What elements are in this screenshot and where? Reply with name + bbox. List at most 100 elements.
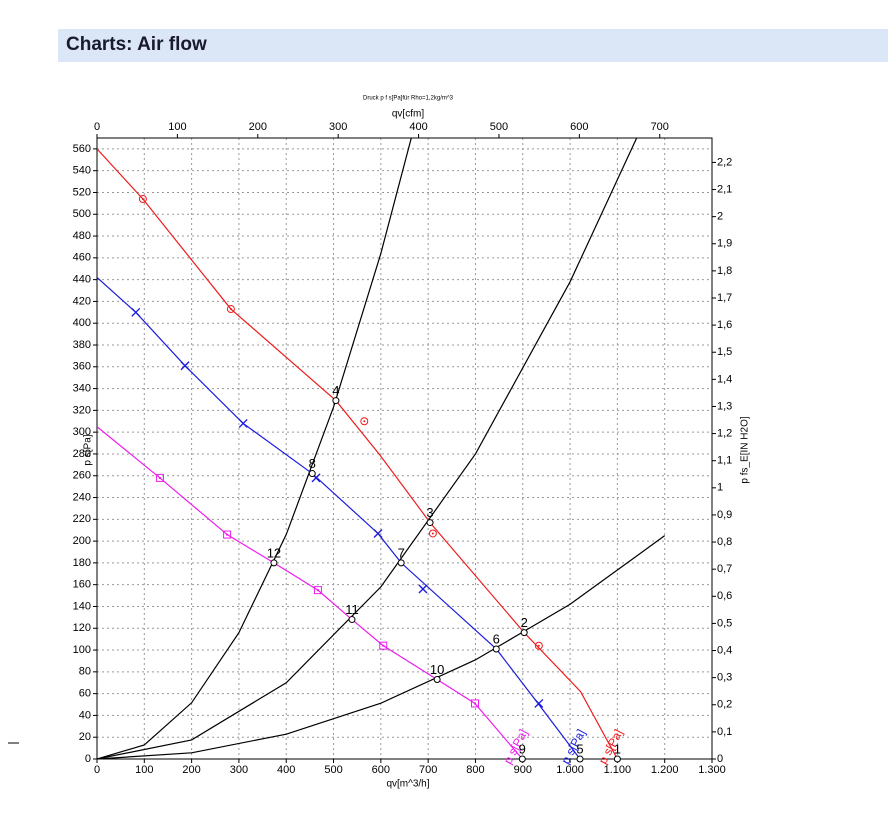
y-tick-label: 140 (73, 600, 91, 612)
x-tick-label: 200 (182, 764, 200, 776)
x-tick-label: 300 (230, 764, 248, 776)
operating-point (348, 616, 356, 624)
x-tick-label: 1.100 (604, 764, 632, 776)
plot-area (97, 138, 666, 759)
point-label: 8 (309, 456, 316, 471)
x-tick-label: 900 (514, 764, 532, 776)
y2-tick-label: 1,7 (717, 292, 732, 304)
x-tick-label: 400 (277, 764, 295, 776)
y2-tick-label: 0,3 (717, 672, 732, 684)
x-tick-label: 1.300 (698, 764, 726, 776)
x2-tick-label: 700 (651, 121, 669, 133)
point-label: 7 (398, 545, 405, 560)
x-tick-label: 1.200 (651, 764, 679, 776)
fan-curve (97, 277, 581, 759)
x2-tick-label: 400 (409, 121, 427, 133)
point-label: 4 (332, 383, 339, 398)
point-label: 12 (267, 545, 281, 560)
x-tick-label: 700 (419, 764, 437, 776)
plot-frame (96, 137, 713, 760)
x-tick-label: 100 (135, 764, 153, 776)
operating-point (492, 645, 500, 653)
operating-point (613, 755, 621, 763)
point-label: 5 (576, 741, 583, 756)
operating-point (520, 629, 528, 637)
y-tick-label: 40 (79, 709, 91, 721)
y2-tick-label: 1,9 (717, 238, 732, 250)
marker-dot (431, 532, 434, 535)
marker-dot (316, 589, 319, 592)
marker-dot (226, 533, 229, 536)
marker (470, 699, 479, 708)
y-tick-label: 220 (73, 513, 91, 525)
y2-tick-label: 1,5 (717, 346, 732, 358)
operating-point (518, 755, 526, 763)
x2-tick-label: 100 (168, 121, 186, 133)
y2-tick-label: 2,1 (717, 183, 732, 195)
y2-tick-label: 0,2 (717, 699, 732, 711)
y2-tick-label: 0,5 (717, 617, 732, 629)
x-axis-label: qv[m^3/h] (386, 779, 429, 790)
point-label: 9 (519, 741, 526, 756)
marker-dot (229, 308, 232, 311)
marker-dot (473, 702, 476, 705)
point-label: 3 (426, 505, 433, 520)
operating-point (433, 675, 441, 683)
x2-tick-label: 500 (490, 121, 508, 133)
marker (418, 584, 428, 594)
y2-tick-label: 0,8 (717, 536, 732, 548)
marker (180, 361, 190, 371)
y2-tick-label: 1,8 (717, 265, 732, 277)
operating-point (332, 397, 340, 405)
system-curve (97, 535, 666, 759)
operating-point (576, 755, 584, 763)
y-tick-label: 20 (79, 731, 91, 743)
x2-axis-label: qv[cfm] (392, 109, 424, 120)
system-curve (97, 138, 638, 759)
header-title: Charts: Air flow (66, 34, 207, 55)
y-tick-label: 0 (85, 753, 91, 765)
y-tick-label: 540 (73, 165, 91, 177)
fan-curve (97, 426, 523, 759)
y-axis-label: p s[Pa] (83, 434, 94, 465)
marker (379, 641, 388, 650)
y-tick-label: 260 (73, 470, 91, 482)
y2-tick-label: 0,9 (717, 509, 732, 521)
marker (313, 586, 322, 595)
x-tick-label: 1.000 (556, 764, 584, 776)
y2-tick-label: 1,4 (717, 373, 732, 385)
y2-tick-label: 2 (717, 211, 723, 223)
series-label: p s[Pa] (596, 727, 626, 767)
y2-tick-label: 1,1 (717, 455, 732, 467)
marker (373, 528, 383, 538)
marker (138, 195, 147, 204)
marker-dot (158, 476, 161, 479)
series-label: p s[Pa] (558, 727, 588, 767)
operating-point (270, 559, 278, 567)
operating-point (397, 559, 405, 567)
fan-curve (97, 148, 618, 759)
x2-tick-label: 0 (94, 121, 100, 133)
marker (534, 698, 544, 708)
y2-tick-label: 1 (717, 482, 723, 494)
y2-tick-label: 0 (717, 753, 723, 765)
y-tick-label: 180 (73, 557, 91, 569)
y-tick-label: 380 (73, 339, 91, 351)
marker-dot (382, 644, 385, 647)
marker (428, 529, 437, 538)
x-tick-label: 600 (372, 764, 390, 776)
y-tick-label: 480 (73, 230, 91, 242)
point-label: 6 (493, 631, 500, 646)
point-label: 1 (614, 741, 621, 756)
y2-tick-label: 0,7 (717, 563, 732, 575)
marker-dot (141, 198, 144, 201)
y-tick-label: 160 (73, 579, 91, 591)
y-tick-label: 200 (73, 535, 91, 547)
y2-axis-label: p fs_E[IN H2O] (740, 416, 751, 483)
y-tick-label: 560 (73, 143, 91, 155)
series-label: p s[Pa] (501, 727, 531, 767)
y2-tick-label: 0,1 (717, 726, 732, 738)
marker (360, 417, 369, 426)
point-label: 2 (521, 615, 528, 630)
y2-tick-label: 1,6 (717, 319, 732, 331)
